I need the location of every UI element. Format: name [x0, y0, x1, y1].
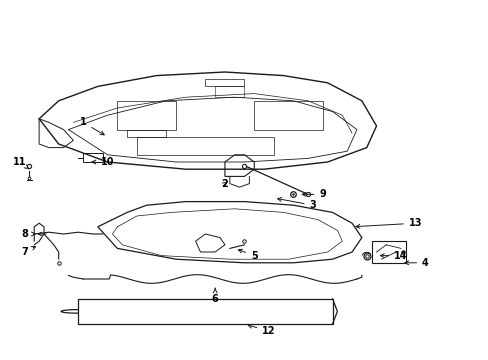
- Text: 4: 4: [404, 258, 428, 268]
- Text: 10: 10: [92, 157, 114, 167]
- Text: 14: 14: [380, 251, 407, 261]
- Text: 3: 3: [277, 198, 316, 210]
- Text: 11: 11: [13, 157, 29, 169]
- Text: 9: 9: [302, 189, 325, 199]
- Text: 12: 12: [248, 324, 275, 336]
- Text: 8: 8: [21, 229, 35, 239]
- Text: 7: 7: [21, 247, 36, 257]
- Text: 1: 1: [80, 117, 104, 135]
- Text: 6: 6: [211, 288, 218, 304]
- Text: 5: 5: [238, 249, 257, 261]
- Text: 13: 13: [355, 218, 422, 228]
- Text: 2: 2: [221, 179, 228, 189]
